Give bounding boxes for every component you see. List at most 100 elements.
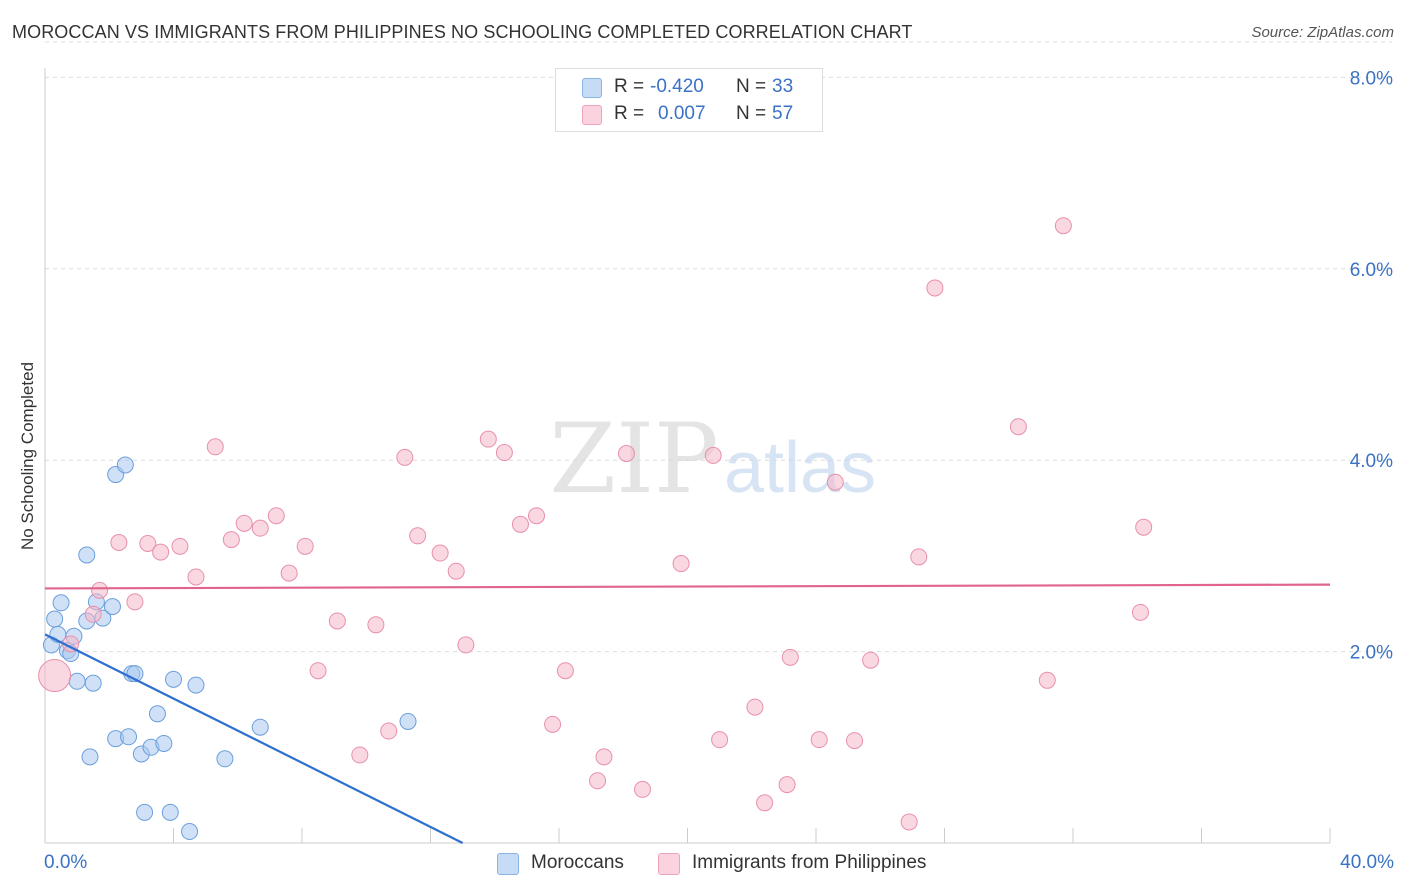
point-philippines <box>235 514 253 532</box>
point-moroccans <box>136 803 154 821</box>
point-philippines <box>900 813 918 831</box>
point-philippines <box>1054 217 1072 235</box>
point-philippines <box>511 515 529 533</box>
trend-line-philippines <box>44 583 1331 590</box>
stats-legend-box: R = -0.420 N = 33 R = 0.007 N = 57 <box>555 68 823 132</box>
point-philippines <box>367 616 385 634</box>
x-tick-max: 40.0% <box>1340 852 1394 873</box>
point-philippines <box>431 544 449 562</box>
legend-label: Immigrants from Philippines <box>692 852 927 873</box>
point-philippines <box>556 662 574 680</box>
point-philippines <box>495 444 513 462</box>
legend-label: Moroccans <box>531 852 624 873</box>
point-philippines <box>309 662 327 680</box>
legend-swatch-moroccans <box>497 853 519 875</box>
point-moroccans <box>251 718 269 736</box>
point-philippines <box>206 438 224 456</box>
point-philippines <box>222 531 240 549</box>
point-philippines <box>1131 603 1149 621</box>
stats-row-philippines: R = 0.007 N = 57 <box>556 101 822 127</box>
point-moroccans <box>52 594 70 612</box>
point-moroccans <box>84 674 102 692</box>
swatch-moroccans <box>582 78 602 98</box>
watermark-zip: ZIP <box>549 403 718 515</box>
point-philippines <box>251 519 269 537</box>
point-moroccans <box>116 456 134 474</box>
point-philippines <box>910 548 928 566</box>
n-value: 57 <box>772 103 794 124</box>
point-philippines <box>396 448 414 466</box>
point-philippines <box>280 564 298 582</box>
point-moroccans <box>120 728 138 746</box>
legend: Moroccans Immigrants from Philippines <box>0 852 1406 878</box>
point-philippines <box>634 780 652 798</box>
n-label: N = <box>736 76 767 97</box>
point-philippines <box>926 279 944 297</box>
stats-row-moroccans: R = -0.420 N = 33 <box>556 74 822 100</box>
point-moroccans <box>161 803 179 821</box>
point-philippines <box>84 605 102 623</box>
x-tick-min: 0.0% <box>44 852 88 873</box>
swatch-philippines <box>582 105 602 125</box>
point-moroccans <box>103 598 121 616</box>
point-philippines <box>1135 518 1153 536</box>
point-philippines <box>380 722 398 740</box>
point-philippines <box>152 543 170 561</box>
point-moroccans <box>81 748 99 766</box>
point-philippines <box>778 776 796 794</box>
point-philippines <box>746 698 764 716</box>
point-philippines <box>139 534 157 552</box>
point-philippines <box>126 593 144 611</box>
legend-swatch-philippines <box>658 853 680 875</box>
point-philippines <box>862 651 880 669</box>
point-philippines <box>826 473 844 491</box>
chart-title: MOROCCAN VS IMMIGRANTS FROM PHILIPPINES … <box>12 22 913 42</box>
point-moroccans <box>181 823 199 841</box>
point-philippines <box>589 772 607 790</box>
point-philippines <box>447 562 465 580</box>
data-points <box>38 70 1153 841</box>
point-philippines <box>544 715 562 733</box>
source-label: Source: ZipAtlas.com <box>1251 24 1394 41</box>
point-philippines <box>528 507 546 525</box>
point-philippines <box>267 507 285 525</box>
r-label: R = <box>614 103 645 124</box>
r-label: R = <box>614 76 645 97</box>
point-philippines <box>617 445 635 463</box>
point-philippines <box>479 430 497 448</box>
point-moroccans <box>148 705 166 723</box>
point-moroccans <box>68 672 86 690</box>
point-moroccans <box>187 676 205 694</box>
watermark-atlas: atlas <box>724 428 876 508</box>
n-label: N = <box>736 103 767 124</box>
trend-lines <box>44 583 1331 844</box>
y-tick-label: 2.0% <box>1350 643 1393 664</box>
y-tick-label: 6.0% <box>1350 260 1393 281</box>
point-philippines <box>38 659 72 693</box>
y-tick-label: 8.0% <box>1350 68 1393 89</box>
y-tick-label: 4.0% <box>1350 451 1393 472</box>
axes <box>44 68 1331 844</box>
point-philippines <box>457 636 475 654</box>
n-value: 33 <box>772 76 794 97</box>
point-philippines <box>595 748 613 766</box>
point-philippines <box>351 746 369 764</box>
point-moroccans <box>399 712 417 730</box>
point-moroccans <box>165 670 182 688</box>
point-philippines <box>171 537 189 555</box>
point-philippines <box>781 648 799 666</box>
point-philippines <box>328 612 346 630</box>
point-philippines <box>1038 671 1056 689</box>
r-value: -0.420 <box>650 76 704 97</box>
grid-lines <box>45 41 1392 653</box>
point-moroccans <box>155 734 173 752</box>
point-moroccans <box>78 546 96 564</box>
y-tick-labels: 2.0% 4.0% 6.0% 8.0% <box>1350 68 1393 663</box>
point-moroccans <box>46 610 64 628</box>
point-philippines <box>110 534 128 552</box>
point-philippines <box>296 537 314 555</box>
point-philippines <box>187 568 205 586</box>
point-philippines <box>846 732 864 750</box>
y-axis-label: No Schooling Completed <box>18 361 37 551</box>
